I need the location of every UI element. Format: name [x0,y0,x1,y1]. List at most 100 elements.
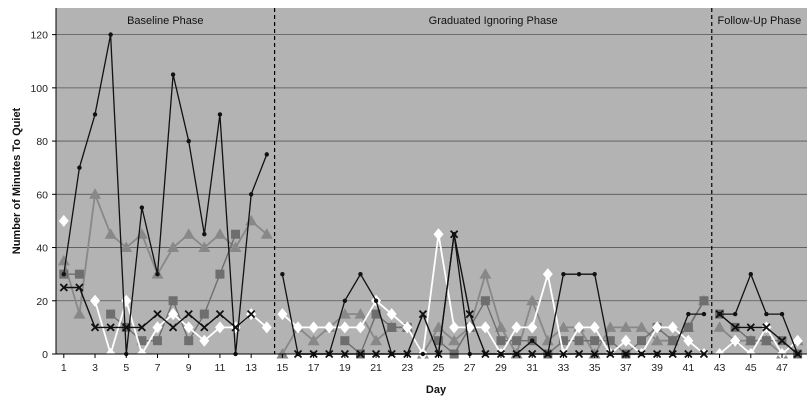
series-3-point-11 [215,269,225,279]
series-2-point-20 [354,308,367,319]
series-3-point-7 [152,336,162,346]
series-2-point-14 [260,228,273,239]
x-tick-label-43: 43 [714,362,726,374]
series-2-line-2-1 [281,271,705,357]
series-4-point-44 [730,334,741,347]
series-4-point-30 [511,321,522,334]
series-3-point-6 [137,336,147,346]
series-2-point-21 [370,334,383,346]
series-1-point-45 [748,271,753,277]
series-4-line-2-1 [281,234,705,357]
series-2-point-3 [89,188,102,199]
series-1-point-13 [248,192,254,197]
series-5-point-26 [450,230,459,239]
series-4-point-10 [199,334,210,347]
series-4-point-20 [355,321,366,334]
series-5-point-45 [746,323,755,332]
series-1-point-46 [764,311,769,317]
series-3-point-12 [231,229,241,239]
series-2-point-33 [557,321,570,332]
series-1-point-2 [77,165,82,170]
series-3-point-33 [558,336,568,346]
series-4-point-26 [449,321,460,334]
series-1-point-33 [561,271,566,277]
series-1-line-1-1 [63,34,268,355]
series-3-point-8 [168,296,178,306]
series-2-point-38 [635,321,648,332]
x-tick-label-11: 11 [214,362,225,374]
series-5-point-1 [59,283,68,292]
series-3-point-25 [434,336,444,346]
series-5-point-43 [715,309,724,319]
series-4-point-37 [620,334,631,347]
x-tick-label-19: 19 [339,362,351,374]
series-2-point-26 [448,334,461,346]
series-4-point-48 [792,334,803,347]
series-5-point-12 [231,323,240,332]
series-4-point-18 [324,321,335,334]
series-3-point-46 [761,336,771,346]
series-4-point-34 [574,321,585,334]
series-5-point-13 [247,309,256,319]
series-4-point-35 [589,321,600,334]
series-2-point-39 [651,334,664,346]
x-tick-label-35: 35 [589,362,601,374]
series-4-point-22 [386,308,397,321]
series-3-point-10 [199,309,209,319]
series-3-point-9 [184,336,194,346]
series-1-point-1 [61,271,67,277]
series-1-point-3 [92,112,98,117]
x-tick-label-21: 21 [370,362,382,374]
series-1-point-10 [202,232,207,237]
series-5-point-9 [184,309,193,319]
x-tick-label-29: 29 [495,362,507,374]
series-2-point-11 [213,228,226,239]
series-1-point-31 [530,338,535,343]
phase-label-3: Follow-Up Phase [717,15,801,27]
series-2-point-15 [276,348,289,359]
x-tick-label-25: 25 [433,362,445,374]
series-3-point-42 [699,296,709,306]
series-4-point-39 [652,321,663,334]
series-1-point-8 [170,72,176,77]
series-4-point-14 [261,321,272,334]
series-1-point-42 [701,311,707,317]
series-1-point-9 [186,138,191,144]
series-3-point-21 [371,309,381,319]
x-axis-title: Day [426,384,447,396]
series-1-point-47 [779,311,785,317]
x-tick-label-5: 5 [123,362,129,374]
x-tick-label-37: 37 [620,362,632,374]
series-1-point-15 [280,271,285,277]
series-2-point-9 [182,228,195,239]
series-4-point-40 [667,321,678,334]
y-tick-label-20: 20 [36,296,48,308]
series-5-point-24 [418,309,428,319]
series-1-point-35 [592,271,597,277]
series-4-point-16 [293,321,304,334]
x-tick-label-41: 41 [682,362,694,374]
series-5-point-2 [75,283,84,292]
series-5-point-3 [90,323,100,332]
series-4-point-32 [542,268,553,281]
series-1-point-7 [155,271,160,277]
series-4-point-19 [339,321,350,334]
plot-area [56,8,807,354]
series-3-point-30 [512,336,522,346]
phase-label-2: Graduated Ignoring Phase [429,15,558,27]
series-4-point-7 [152,321,163,334]
series-1-point-19 [342,298,348,303]
series-1-point-4 [108,32,113,37]
x-tick-label-27: 27 [464,362,476,374]
series-5-point-6 [137,323,147,332]
x-tick-label-23: 23 [401,362,413,374]
series-2-point-28 [479,268,492,279]
x-tick-label-15: 15 [277,362,289,374]
series-5-point-7 [153,309,162,319]
phase-label-1: Baseline Phase [127,15,203,27]
y-tick-label-0: 0 [42,349,48,361]
x-tick-label-47: 47 [776,362,788,374]
series-2-point-29 [494,321,507,332]
series-2-point-2 [73,308,86,319]
